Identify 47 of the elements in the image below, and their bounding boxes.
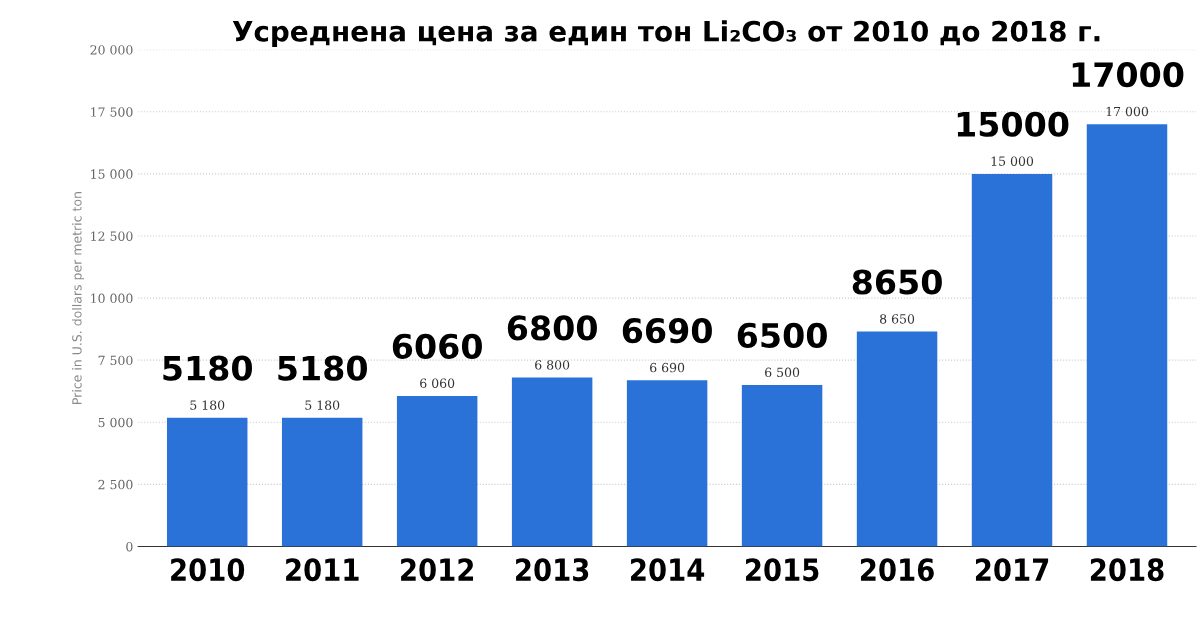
bar (741, 385, 823, 547)
x-tick-label: 2018 (1090, 558, 1164, 582)
y-tick-label: 17 500 (91, 107, 133, 117)
data-label: 6 500 (765, 367, 800, 378)
x-tick-label: 2010 (171, 558, 245, 582)
data-label: 17 000 (1106, 106, 1149, 117)
annotation: 6500 (737, 322, 827, 349)
annotation: 6060 (392, 333, 482, 359)
chart-title: Усреднена цена за един тон Li₂CO₃ от 2010 до 2018 г. (232, 20, 1100, 48)
x-tick-label: 2017 (975, 558, 1049, 582)
y-tick-label: 0 (126, 541, 133, 552)
annotation: 6800 (507, 315, 597, 341)
x-tick-label: 2016 (860, 558, 934, 582)
y-tick-label: 5 000 (98, 417, 133, 428)
data-label: 6 800 (535, 360, 570, 370)
data-label: 6 690 (650, 362, 685, 373)
y-tick-label: 20 000 (90, 45, 133, 55)
y-tick-label: 2 500 (98, 479, 133, 490)
bar (281, 417, 363, 547)
y-tick-label: 12 500 (91, 231, 133, 241)
x-tick-label: 2014 (631, 558, 705, 582)
bar (856, 331, 938, 547)
data-label: 6 060 (420, 378, 455, 388)
y-tick-label: 7 500 (98, 355, 133, 366)
bar (1086, 124, 1168, 547)
data-label: 15 000 (991, 156, 1034, 166)
bar (971, 173, 1053, 547)
x-tick-label: 2011 (286, 558, 359, 582)
annotation: 5180 (163, 355, 253, 381)
annotation: 8650 (852, 269, 942, 295)
y-tick-label: 10 000 (91, 293, 133, 304)
bar (511, 377, 593, 547)
bar (166, 417, 248, 547)
data-label: 8 650 (880, 314, 915, 324)
annotation: 5180 (278, 355, 367, 381)
y-axis-title: Price in U.S. dollars per metric ton (71, 192, 85, 404)
data-label: 5 180 (190, 400, 225, 410)
annotation: 17000 (1072, 61, 1184, 88)
annotation: 6690 (622, 318, 712, 344)
bar (396, 395, 478, 547)
x-tick-label: 2015 (746, 558, 819, 582)
bar (626, 380, 708, 547)
x-tick-label: 2013 (516, 558, 589, 582)
x-tick-label: 2012 (401, 558, 474, 582)
y-tick-label: 15 000 (91, 169, 133, 179)
data-label: 5 180 (305, 400, 340, 410)
annotation: 15000 (957, 111, 1069, 137)
